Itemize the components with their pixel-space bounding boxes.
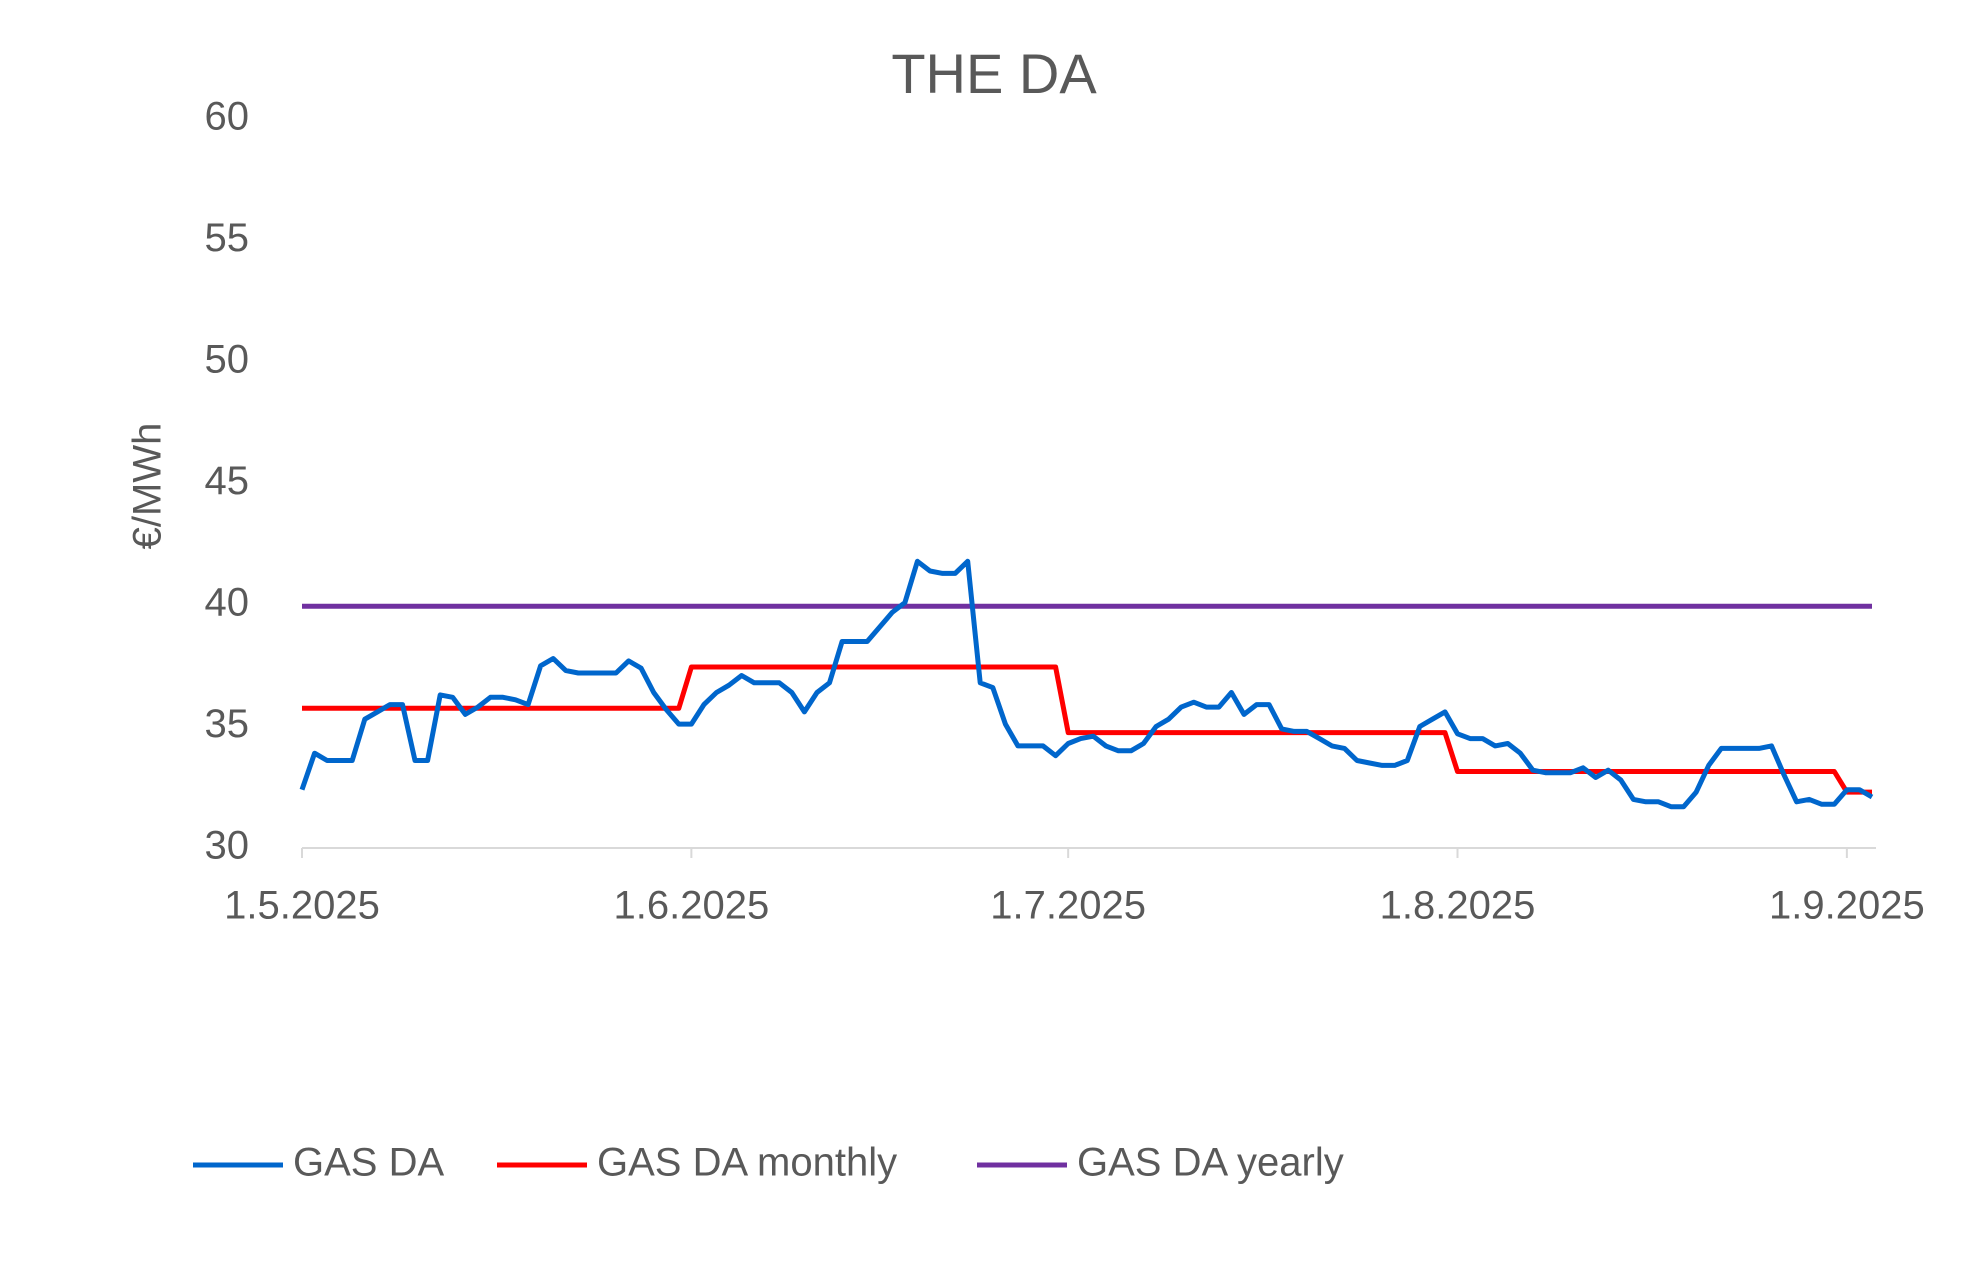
legend-label: GAS DA <box>293 1141 444 1185</box>
legend-label: GAS DA yearly <box>1077 1141 1344 1185</box>
y-tick-label: 45 <box>205 459 250 503</box>
legend-label: GAS DA monthly <box>597 1141 897 1185</box>
y-tick-label: 50 <box>205 338 250 382</box>
series-line <box>302 664 1872 795</box>
y-tick-label: 60 <box>205 95 250 139</box>
x-tick-label: 1.6.2025 <box>614 884 770 928</box>
y-axis-label: €/MWh <box>126 423 170 550</box>
y-tick-label: 55 <box>205 216 250 260</box>
x-tick-label: 1.5.2025 <box>224 884 380 928</box>
x-tick-label: 1.8.2025 <box>1380 884 1536 928</box>
y-tick-label: 35 <box>205 702 250 746</box>
x-tick-label: 1.7.2025 <box>990 884 1146 928</box>
y-tick-label: 40 <box>205 581 250 625</box>
chart-title: THE DA <box>891 42 1097 105</box>
y-tick-label: 30 <box>205 824 250 868</box>
series-line <box>299 558 1874 810</box>
x-tick-label: 1.9.2025 <box>1769 884 1925 928</box>
